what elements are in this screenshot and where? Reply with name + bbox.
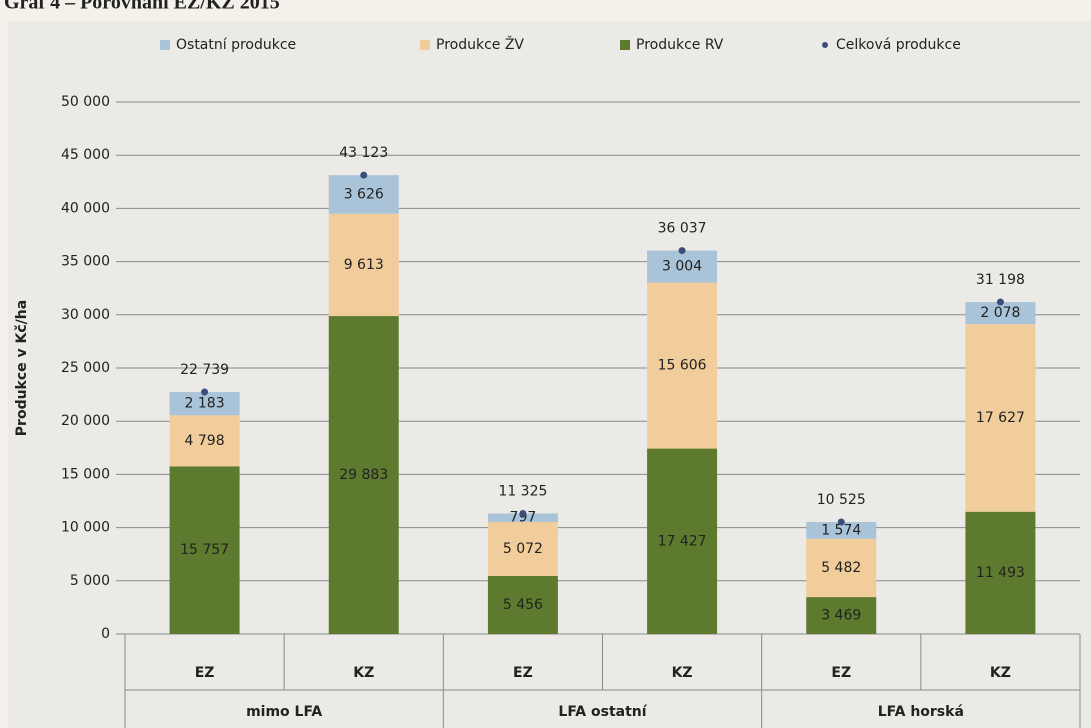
data-label: 5 482 (821, 560, 861, 576)
data-label: 36 037 (658, 221, 707, 237)
data-label: 797 (510, 510, 537, 526)
y-tick-label: 25 000 (61, 360, 110, 376)
data-label: 5 072 (503, 541, 543, 557)
legend-label: Ostatní produkce (176, 37, 296, 53)
bar-segment (169, 466, 240, 634)
group-label: mimo LFA (246, 704, 322, 720)
data-label: 29 883 (339, 467, 388, 483)
bar-segment (169, 415, 240, 467)
bar-segment (647, 448, 718, 634)
total-point (519, 510, 527, 518)
data-label: 10 525 (817, 492, 866, 508)
legend-swatch (160, 40, 170, 50)
bar-segment (965, 511, 1036, 634)
bar-segment (965, 302, 1036, 325)
total-point (996, 298, 1004, 306)
bar-segment (806, 538, 877, 598)
group-label: LFA horská (878, 704, 964, 720)
bar-segment (647, 250, 718, 283)
bar-segment (328, 316, 399, 634)
total-point (678, 247, 686, 255)
y-tick-label: 40 000 (61, 200, 110, 216)
legend-label: Produkce RV (636, 37, 724, 53)
data-label: 17 627 (976, 410, 1025, 426)
y-axis-label: Produkce v Kč/ha (14, 300, 30, 436)
bar-segment (806, 522, 877, 539)
y-tick-label: 10 000 (61, 520, 110, 536)
y-tick-label: 30 000 (61, 307, 110, 323)
y-tick-label: 0 (101, 626, 110, 642)
data-label: 17 427 (658, 533, 707, 549)
legend-swatch (420, 40, 430, 50)
data-label: 3 469 (821, 608, 861, 624)
bar-segment (965, 324, 1036, 512)
data-label: 4 798 (185, 433, 225, 449)
x-tick-label: KZ (990, 665, 1011, 681)
y-tick-label: 20 000 (61, 413, 110, 429)
data-label: 3 004 (662, 259, 702, 275)
data-label: 2 078 (980, 305, 1020, 321)
y-tick-label: 35 000 (61, 254, 110, 270)
x-tick-label: EZ (195, 665, 215, 681)
y-tick-label: 5 000 (70, 573, 110, 589)
legend-label: Produkce ŽV (436, 35, 524, 53)
bar-segment (647, 282, 718, 449)
x-tick-label: EZ (831, 665, 851, 681)
total-point (360, 171, 368, 179)
x-tick-label: KZ (353, 665, 374, 681)
data-label: 11 325 (498, 484, 547, 500)
bar-segment (487, 513, 558, 522)
data-label: 22 739 (180, 362, 229, 378)
data-label: 5 456 (503, 597, 543, 613)
data-label: 15 757 (180, 542, 229, 558)
data-label: 3 626 (344, 186, 384, 202)
data-label: 2 183 (185, 396, 225, 412)
y-tick-label: 45 000 (61, 147, 110, 163)
legend-label: Celková produkce (836, 37, 961, 53)
data-label: 9 613 (344, 257, 384, 273)
total-point (837, 518, 845, 526)
data-label: 31 198 (976, 272, 1025, 288)
legend-marker (822, 42, 828, 48)
x-tick-label: EZ (513, 665, 533, 681)
data-label: 1 574 (821, 522, 861, 538)
bar-segment (487, 575, 558, 634)
y-tick-label: 50 000 (61, 94, 110, 110)
data-label: 11 493 (976, 565, 1025, 581)
bar-segment (487, 521, 558, 576)
bar-segment (328, 213, 399, 317)
x-tick-label: KZ (672, 665, 693, 681)
legend-swatch (620, 40, 630, 50)
group-label: LFA ostatní (558, 704, 647, 720)
bar-segment (328, 175, 399, 214)
bar-segment (169, 392, 240, 416)
data-label: 43 123 (339, 145, 388, 161)
data-label: 15 606 (658, 358, 707, 374)
total-point (201, 388, 209, 396)
y-tick-label: 15 000 (61, 466, 110, 482)
bar-segment (806, 597, 877, 634)
chart-title: Graf 4 – Porovnání EZ/KZ 2015 (4, 0, 280, 14)
